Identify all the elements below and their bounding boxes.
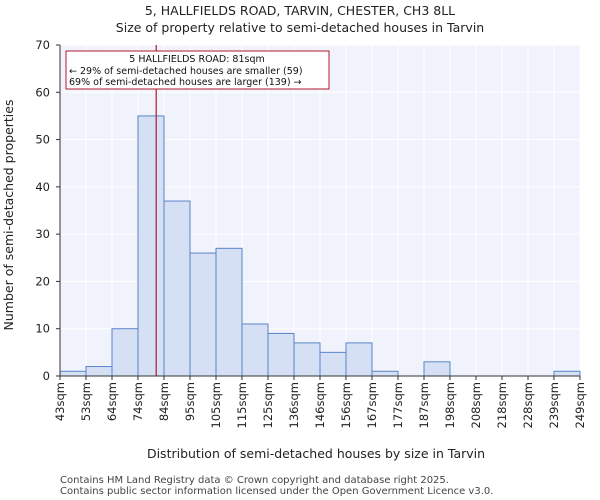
bar-74sqm	[137, 115, 165, 377]
x-tick-label: 167sqm	[365, 382, 379, 428]
annotation-line-3: 69% of semi-detached houses are larger (…	[69, 77, 302, 88]
x-tick-label: 105sqm	[209, 382, 223, 428]
annotation-line-2: ← 29% of semi-detached houses are smalle…	[69, 66, 303, 77]
bar-156sqm	[345, 342, 373, 377]
x-tick-label: 249sqm	[573, 382, 587, 428]
footer-line-2: Contains public sector information licen…	[60, 486, 493, 497]
bar-43sqm	[59, 370, 87, 377]
bar-105sqm	[215, 247, 243, 377]
y-tick-label: 50	[35, 133, 50, 147]
x-tick-label: 198sqm	[443, 382, 457, 428]
chart-subtitle: Size of property relative to semi-detach…	[116, 20, 484, 35]
bar-64sqm	[111, 328, 139, 377]
x-tick-label: 125sqm	[261, 382, 275, 428]
y-tick-label: 0	[43, 369, 50, 383]
x-tick-labels: 43sqm 53sqm 64sqm 74sqm 84sqm 95sqm 105sqm 115s…	[53, 376, 587, 428]
x-tick-label: 239sqm	[547, 382, 561, 428]
bars	[59, 115, 581, 377]
x-axis-label: Distribution of semi-detached houses by …	[147, 446, 485, 461]
bar-239sqm	[553, 370, 581, 377]
x-tick-label: 136sqm	[287, 382, 301, 428]
x-tick-label: 115sqm	[235, 382, 249, 428]
x-tick-label: 84sqm	[157, 382, 171, 421]
x-tick-label: 177sqm	[391, 382, 405, 428]
annotation-line-1: 5 HALLFIELDS ROAD: 81sqm	[129, 54, 265, 65]
x-tick-label: 74sqm	[131, 382, 145, 421]
x-tick-label: 228sqm	[521, 382, 535, 428]
x-tick-label: 187sqm	[417, 382, 431, 428]
footer-line-1: Contains HM Land Registry data © Crown c…	[60, 475, 449, 486]
bar-115sqm	[241, 323, 269, 377]
y-axis-label: Number of semi-detached properties	[1, 100, 16, 331]
x-tick-label: 95sqm	[183, 382, 197, 421]
y-tick-label: 60	[35, 85, 50, 99]
x-tick-label: 53sqm	[79, 382, 93, 421]
bar-53sqm	[85, 366, 113, 377]
bar-167sqm	[371, 370, 399, 377]
bar-84sqm	[163, 200, 191, 377]
x-tick-label: 156sqm	[339, 382, 353, 428]
bar-125sqm	[267, 332, 295, 377]
chart-title: 5, HALLFIELDS ROAD, TARVIN, CHESTER, CH3…	[145, 3, 455, 18]
x-tick-label: 43sqm	[53, 382, 67, 421]
bar-95sqm	[189, 252, 217, 377]
annotation-box: 5 HALLFIELDS ROAD: 81sqm ← 29% of semi-d…	[65, 50, 330, 90]
x-tick-label: 64sqm	[105, 382, 119, 421]
y-tick-label: 20	[35, 274, 50, 288]
x-tick-label: 146sqm	[313, 382, 327, 428]
bar-136sqm	[293, 342, 321, 377]
y-tick-label: 40	[35, 180, 50, 194]
x-tick-label: 208sqm	[469, 382, 483, 428]
y-tick-labels: 0 10 20 30 40 50 60 70	[35, 38, 60, 383]
y-tick-label: 10	[35, 322, 50, 336]
bar-146sqm	[319, 351, 347, 377]
x-tick-label: 218sqm	[495, 382, 509, 428]
bar-187sqm	[423, 361, 451, 377]
y-tick-label: 30	[35, 227, 50, 241]
y-tick-label: 70	[35, 38, 50, 52]
